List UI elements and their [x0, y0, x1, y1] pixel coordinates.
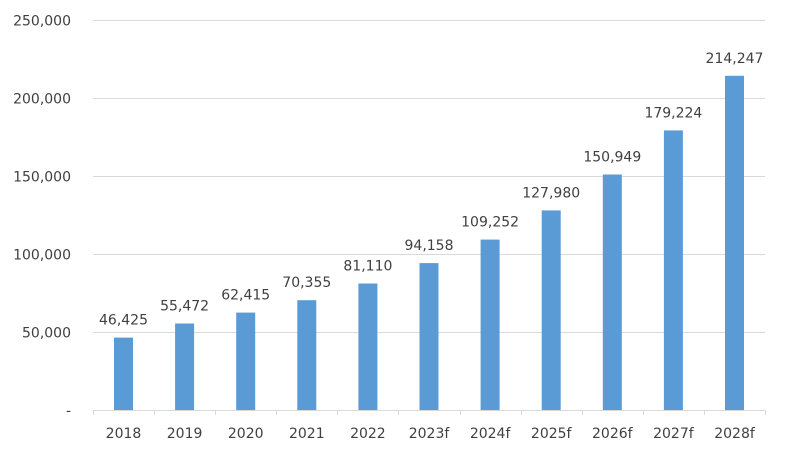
data-label: 81,110: [343, 259, 392, 275]
data-label: 150,949: [583, 150, 641, 166]
bar: [725, 75, 744, 411]
x-tick-label: 2027f: [653, 426, 695, 442]
data-label: 46,425: [99, 313, 148, 329]
data-label: 127,980: [522, 185, 580, 201]
bar: [297, 300, 317, 410]
x-tick-label: 2024f: [470, 426, 512, 442]
data-label: 109,252: [461, 215, 519, 231]
bar: [541, 210, 561, 410]
bar: [602, 174, 622, 410]
y-tick-label: 200,000: [13, 92, 71, 108]
data-label: 70,355: [282, 275, 331, 291]
data-label: 62,415: [221, 288, 270, 304]
bar: [175, 323, 195, 410]
bar: [480, 239, 500, 410]
x-tick-label: 2025f: [531, 426, 573, 442]
y-tick-label: 250,000: [13, 14, 71, 30]
x-tick-label: 2022: [350, 426, 386, 442]
gridlines: [93, 20, 765, 333]
y-tick-label: 100,000: [13, 248, 71, 264]
x-tick-label: 2020: [228, 426, 264, 442]
x-tick-label: 2023f: [409, 426, 451, 442]
y-tick-label: 50,000: [22, 326, 71, 342]
axes: - 50,000 100,000 150,000 200,000 250,000 2018 2…: [13, 14, 766, 442]
data-label: 94,158: [405, 238, 454, 254]
x-tick-label: 2026f: [592, 426, 634, 442]
bar: [358, 283, 378, 410]
y-tick-label: -: [66, 404, 71, 420]
x-tick-label: 2018: [106, 426, 142, 442]
data-labels: 46,425 55,472 62,415 70,355 81,110 94,158 109,…: [99, 51, 763, 329]
bar: [236, 312, 256, 410]
bar: [114, 337, 133, 410]
bars: [114, 75, 744, 411]
data-label: 179,224: [644, 105, 702, 121]
bar: [419, 263, 439, 410]
x-tick-label: 2019: [167, 426, 203, 442]
data-label: 55,472: [160, 299, 209, 315]
x-tick-label: 2028f: [714, 426, 756, 442]
data-label: 214,247: [706, 51, 764, 67]
bar: [663, 130, 683, 410]
x-tick-label: 2021: [289, 426, 325, 442]
y-tick-label: 150,000: [13, 170, 71, 186]
